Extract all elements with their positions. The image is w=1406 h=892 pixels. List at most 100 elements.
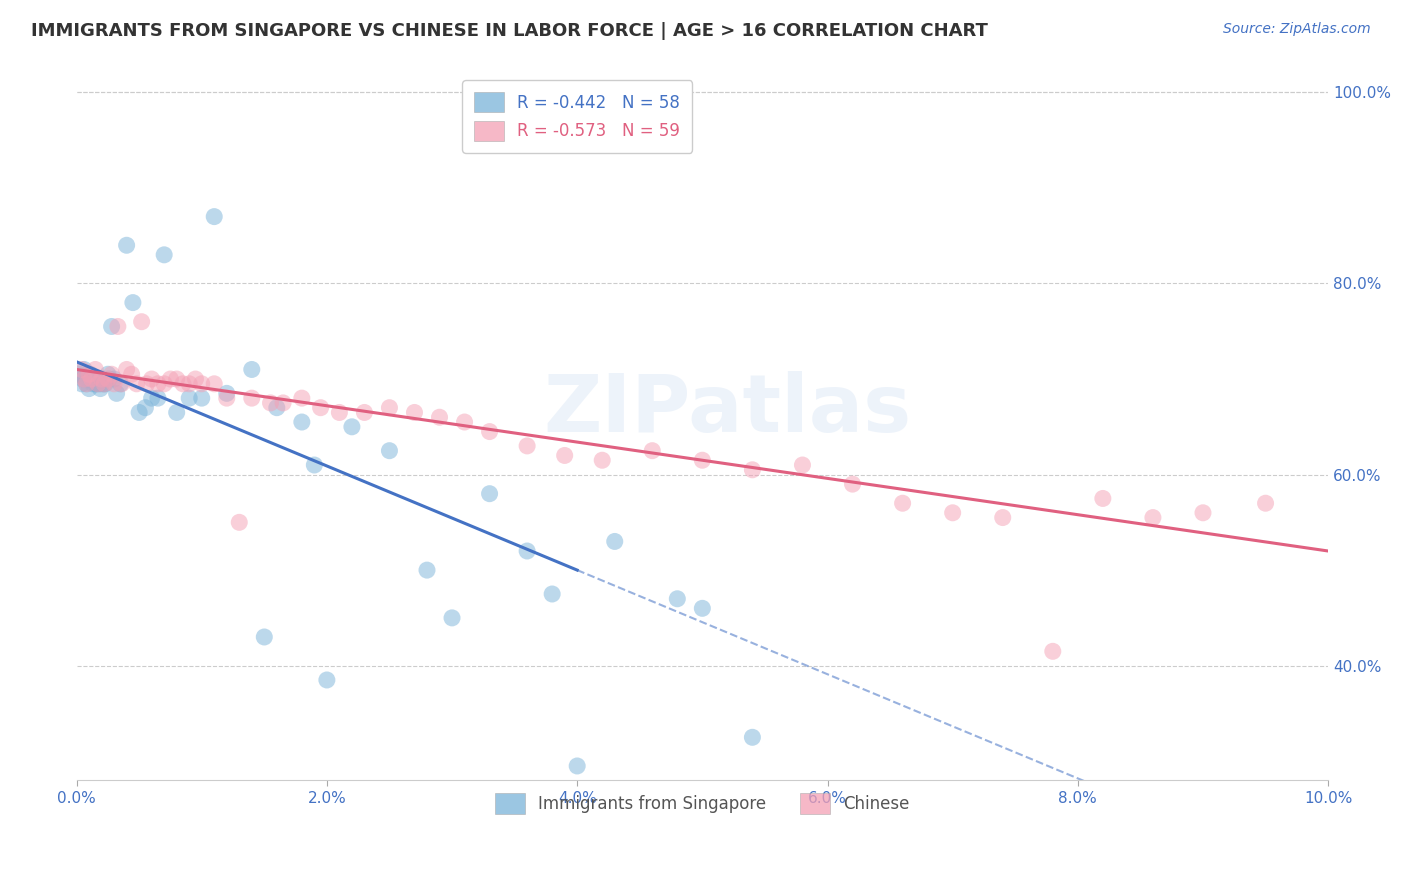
Point [83, 372, 105, 386]
Point [79, 368, 101, 382]
Point [378, 401, 401, 415]
Point [159, 372, 181, 386]
Point [110, 376, 132, 391]
Point [271, 396, 294, 410]
Point [134, 401, 156, 415]
Point [128, 405, 150, 419]
Point [942, 506, 965, 520]
Point [84, 376, 107, 391]
Point [146, 391, 169, 405]
Point [315, 673, 337, 687]
Point [115, 362, 138, 376]
Point [87, 372, 110, 386]
Point [541, 587, 564, 601]
Point [202, 376, 225, 391]
Point [153, 376, 176, 391]
Point [259, 396, 281, 410]
Point [87, 376, 110, 391]
Point [190, 391, 212, 405]
Point [89, 382, 111, 396]
Point [100, 368, 122, 382]
Point [429, 410, 451, 425]
Point [309, 401, 332, 415]
Point [991, 510, 1014, 524]
Point [84, 362, 107, 376]
Point [122, 295, 145, 310]
Point [441, 611, 464, 625]
Point [1254, 496, 1277, 510]
Point [73, 372, 96, 386]
Point [404, 405, 426, 419]
Point [76, 376, 98, 391]
Point [166, 405, 188, 419]
Point [741, 731, 763, 745]
Point [253, 630, 276, 644]
Point [93, 376, 115, 391]
Point [70, 376, 93, 391]
Point [184, 372, 207, 386]
Point [641, 443, 664, 458]
Point [478, 425, 501, 439]
Point [453, 415, 475, 429]
Point [172, 376, 194, 391]
Point [353, 405, 375, 419]
Point [240, 391, 263, 405]
Point [478, 486, 501, 500]
Point [554, 449, 576, 463]
Point [98, 372, 121, 386]
Point [93, 376, 115, 391]
Point [94, 376, 117, 391]
Point [72, 372, 94, 386]
Point [291, 391, 314, 405]
Point [215, 386, 238, 401]
Point [86, 376, 108, 391]
Point [90, 372, 112, 386]
Point [591, 453, 613, 467]
Point [97, 372, 120, 386]
Point [103, 372, 125, 386]
Point [75, 372, 97, 386]
Point [567, 759, 589, 773]
Point [179, 391, 201, 405]
Point [146, 376, 169, 391]
Point [179, 376, 201, 391]
Point [80, 372, 103, 386]
Point [516, 439, 538, 453]
Point [666, 591, 689, 606]
Point [202, 210, 225, 224]
Point [141, 391, 163, 405]
Point [166, 372, 188, 386]
Point [77, 368, 100, 382]
Point [135, 376, 157, 391]
Point [87, 376, 110, 391]
Point [378, 443, 401, 458]
Text: ZIPatlas: ZIPatlas [543, 371, 911, 450]
Point [304, 458, 326, 472]
Point [121, 368, 143, 382]
Legend: Immigrants from Singapore, Chinese: Immigrants from Singapore, Chinese [484, 781, 921, 825]
Point [228, 516, 250, 530]
Point [100, 319, 122, 334]
Point [110, 376, 132, 391]
Point [603, 534, 626, 549]
Point [891, 496, 914, 510]
Point [291, 415, 314, 429]
Point [82, 376, 104, 391]
Point [240, 362, 263, 376]
Point [841, 477, 863, 491]
Point [153, 248, 176, 262]
Point [131, 315, 153, 329]
Point [90, 376, 112, 391]
Point [141, 372, 163, 386]
Point [125, 376, 148, 391]
Point [416, 563, 439, 577]
Point [77, 382, 100, 396]
Point [76, 376, 98, 391]
Point [80, 372, 103, 386]
Point [91, 372, 114, 386]
Point [70, 362, 93, 376]
Point [266, 401, 288, 415]
Point [516, 544, 538, 558]
Point [97, 368, 120, 382]
Point [76, 372, 98, 386]
